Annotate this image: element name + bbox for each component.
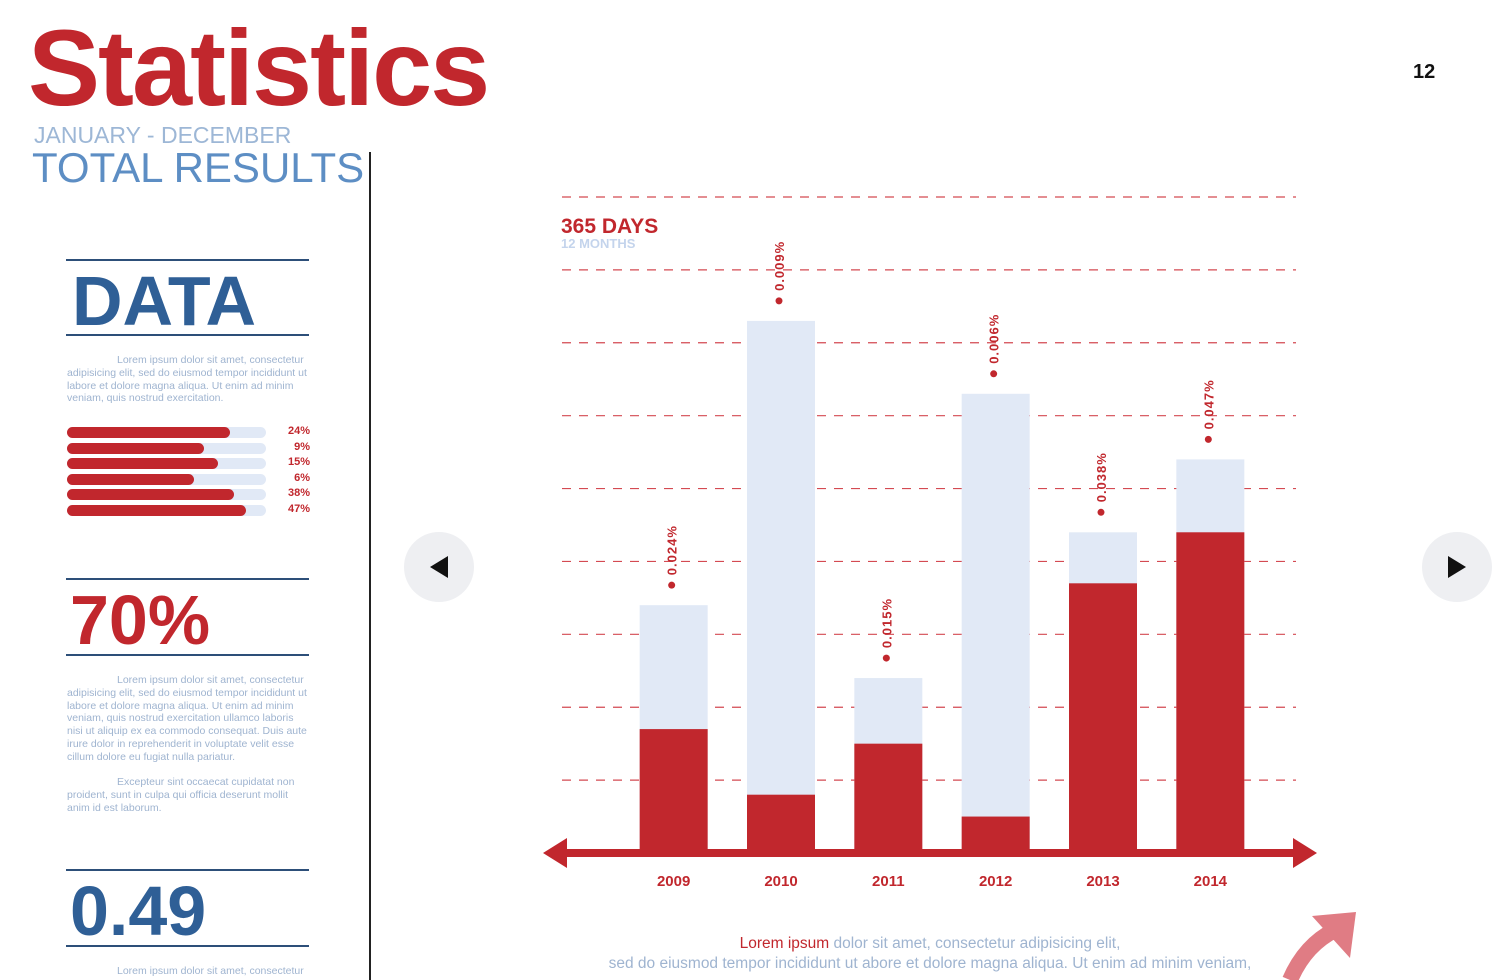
x-axis-right-arrow: [1293, 838, 1317, 868]
progress-percent: 15%: [287, 456, 310, 469]
x-tick-label: 2012: [979, 873, 1012, 890]
x-tick-label: 2014: [1194, 873, 1228, 890]
chart-bars: [639, 320, 1245, 853]
progress-bar: 38%: [67, 487, 310, 501]
bar-background: [747, 320, 815, 853]
decorative-arrow-head-icon: [1312, 912, 1356, 958]
triangle-right-icon: [1448, 556, 1466, 578]
section-subtitle: TOTAL RESULTS: [32, 144, 365, 191]
data-label: 0.015%: [879, 598, 894, 648]
progress-bar: 47%: [67, 503, 310, 516]
stat-bottom-rule: [66, 654, 309, 656]
x-tick-label: 2010: [764, 873, 797, 890]
bar-background: [961, 393, 1030, 853]
progress-track: [67, 473, 266, 485]
previous-button[interactable]: [404, 532, 474, 602]
progress-fill: [67, 427, 231, 438]
progress-track: [67, 505, 266, 516]
progress-percent: 6%: [294, 471, 310, 484]
progress-bar: 24%: [67, 425, 310, 438]
bar-value: [1176, 532, 1245, 853]
x-axis-line: [562, 849, 1298, 857]
progress-track: [67, 442, 266, 454]
bar-value: [639, 729, 708, 853]
progress-percent: 38%: [287, 487, 310, 500]
progress-fill: [67, 489, 235, 501]
data-label: 0.038%: [1094, 452, 1109, 502]
bar-value: [961, 816, 1030, 853]
progress-fill: [67, 442, 205, 454]
x-tick-label: 2013: [1086, 873, 1119, 890]
chart-labels: 2009 0.024% 2010 0.009% 2011 0.015% 2012 0.006%…: [657, 241, 1228, 890]
stat-paragraph-2: Excepteur sint occaecat cupidatat non pr…: [67, 776, 312, 814]
stat-top-rule: [66, 578, 309, 580]
data-label: 0.024%: [665, 525, 680, 575]
x-axis: [543, 838, 1317, 868]
data-label-dot: [668, 581, 676, 589]
progress-fill: [67, 473, 195, 485]
data-label-dot: [775, 297, 783, 305]
progress-track: [67, 427, 266, 438]
number-paragraph-text: Lorem ipsum dolor sit amet, consectetur: [117, 965, 304, 977]
chart-title: 365 DAYS: [561, 215, 658, 238]
stat-number: 0.49: [70, 872, 207, 950]
bar-value: [1069, 583, 1137, 853]
data-top-rule: [66, 259, 309, 261]
data-label: 0.047%: [1201, 379, 1216, 429]
progress-track: [67, 489, 266, 501]
data-label-dot: [1204, 435, 1212, 443]
data-label-dot: [990, 370, 998, 378]
progress-bar: 15%: [67, 456, 310, 470]
number-bottom-rule: [66, 945, 309, 947]
number-top-rule: [66, 869, 309, 871]
chart-subtitle: 12 MONTHS: [561, 236, 636, 251]
next-button[interactable]: [1422, 532, 1492, 602]
caption-line-2: sed do eiusmod tempor incididunt ut abor…: [608, 955, 1252, 972]
vertical-divider: [369, 152, 371, 980]
data-label: 0.009%: [772, 241, 787, 291]
progress-bar: 9%: [67, 440, 310, 454]
caption-line-1: dolor sit amet, consectetur adipisicing …: [829, 935, 1121, 952]
data-label-dot: [882, 654, 890, 662]
caption-highlight: Lorem ipsum: [739, 935, 830, 952]
x-axis-left-arrow: [543, 838, 567, 868]
data-paragraph: Lorem ipsum dolor sit amet, consectetur …: [67, 354, 312, 405]
page-number: 12: [1413, 61, 1436, 83]
page-title: Statistics: [28, 7, 490, 128]
x-tick-label: 2011: [872, 873, 905, 890]
x-tick-label: 2009: [657, 873, 690, 890]
bar-value: [854, 743, 923, 853]
progress-fill: [67, 505, 247, 516]
data-label-dot: [1097, 508, 1105, 516]
number-paragraph: Lorem ipsum dolor sit amet, consectetur: [67, 965, 312, 978]
chart-caption: Lorem ipsum dolor sit amet, consectetur …: [560, 934, 1300, 974]
triangle-left-icon: [430, 556, 448, 578]
progress-bar: 6%: [67, 471, 310, 485]
data-bottom-rule: [66, 334, 309, 336]
period-label: JANUARY - DECEMBER: [34, 122, 292, 148]
stat-paragraph-2-text: Excepteur sint occaecat cupidatat non pr…: [67, 776, 295, 814]
bar-value: [747, 794, 815, 853]
stat-paragraph-text: Lorem ipsum dolor sit amet, consectetur …: [67, 674, 307, 763]
progress-percent: 24%: [287, 425, 310, 437]
progress-percent: 9%: [294, 440, 310, 453]
progress-track: [67, 458, 266, 470]
data-paragraph-text: Lorem ipsum dolor sit amet, consectetur …: [67, 354, 307, 405]
stat-paragraph: Lorem ipsum dolor sit amet, consectetur …: [67, 674, 312, 764]
data-label: 0.006%: [987, 314, 1002, 364]
stat-percent: 70%: [70, 581, 211, 659]
data-heading: DATA: [72, 262, 257, 340]
progress-percent: 47%: [287, 503, 310, 515]
progress-fill: [67, 458, 219, 470]
